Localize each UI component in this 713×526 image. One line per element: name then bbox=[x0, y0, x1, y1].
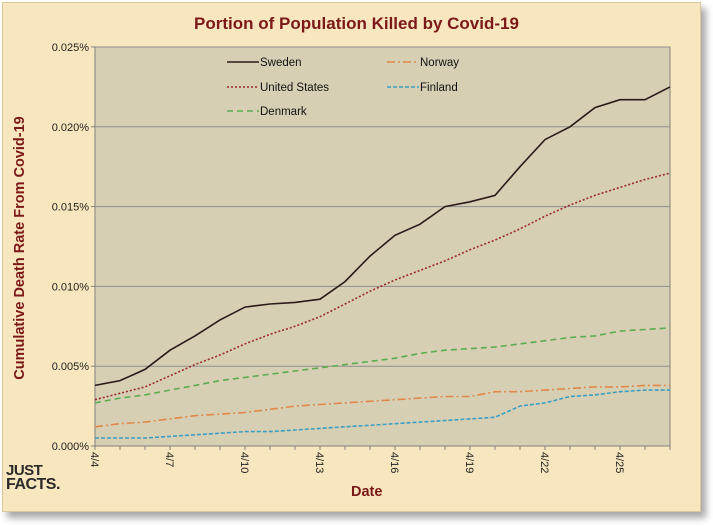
x-tick-label: 4/7 bbox=[163, 452, 175, 467]
axis-ticks: 0.000% 0.005% 0.010% 0.015% 0.020% 0.025% 4/4 4… bbox=[52, 42, 671, 473]
y-tick-label: 0.015% bbox=[52, 202, 90, 214]
y-tick-label: 0.025% bbox=[52, 42, 90, 54]
y-tick-label: 0.010% bbox=[52, 281, 90, 293]
logo-line-1: JUST bbox=[6, 462, 43, 479]
chart-title: Portion of Population Killed by Covid-19 bbox=[194, 14, 519, 33]
x-axis-label: Date bbox=[351, 484, 383, 500]
legend-label: Sweden bbox=[260, 57, 302, 69]
x-tick-label: 4/13 bbox=[313, 452, 325, 473]
series-line-denmark bbox=[94, 327, 671, 404]
legend: Sweden Norway United States Finland Denmark bbox=[227, 57, 459, 118]
y-tick-label: 0.000% bbox=[52, 441, 90, 453]
logo-line-2: FACTS. bbox=[6, 475, 60, 493]
x-tick-label: 4/22 bbox=[538, 452, 550, 473]
y-tick-label: 0.005% bbox=[52, 361, 90, 373]
legend-label: Norway bbox=[420, 57, 459, 69]
x-tick-label: 4/10 bbox=[238, 452, 250, 473]
legend-label: Finland bbox=[420, 82, 458, 94]
series-line-norway bbox=[94, 384, 670, 428]
x-tick-label: 4/16 bbox=[388, 452, 400, 473]
series-lines bbox=[94, 86, 671, 439]
just-facts-logo: JUST FACTS. bbox=[6, 462, 60, 493]
x-tick-label: 4/19 bbox=[463, 452, 475, 473]
series-line-finland bbox=[95, 389, 670, 439]
x-tick-label: 4/4 bbox=[88, 452, 100, 467]
series-line-united-states bbox=[94, 172, 671, 401]
legend-label: United States bbox=[260, 82, 329, 94]
y-tick-label: 0.020% bbox=[52, 122, 90, 134]
x-tick-label: 4/25 bbox=[613, 452, 625, 473]
legend-label: Denmark bbox=[260, 106, 307, 118]
series-line-sweden bbox=[94, 86, 671, 387]
